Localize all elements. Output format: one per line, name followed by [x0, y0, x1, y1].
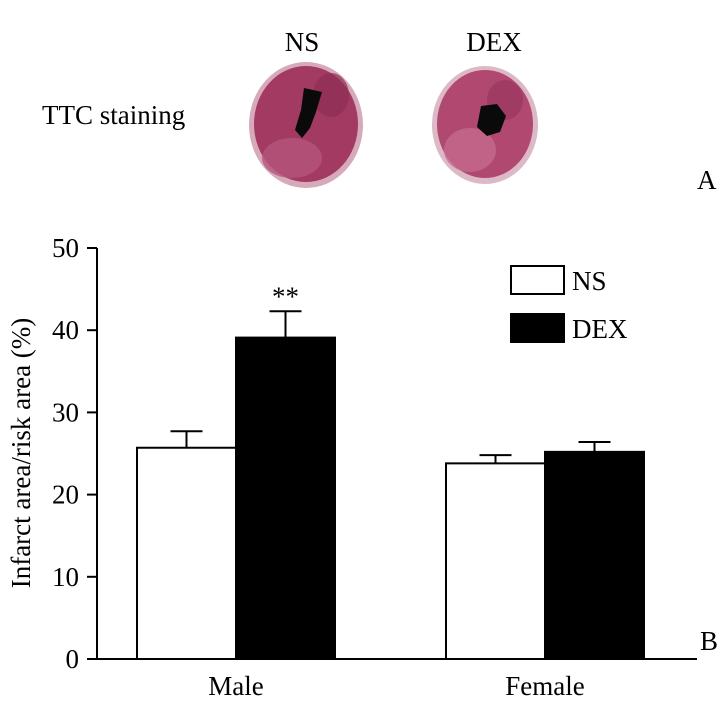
bar-dex-female [544, 450, 645, 660]
bars: ** [136, 281, 645, 661]
dex-column-label: DEX [466, 27, 522, 57]
ns-column-label: NS [285, 27, 320, 57]
panel-b-chart: 0 10 20 30 40 50 ** Male Female Infarct area/r… [6, 233, 718, 701]
y-ticks: 0 10 20 30 40 50 [52, 233, 97, 674]
legend-swatch-ns [510, 265, 565, 295]
x-tick-label-male: Male [208, 671, 263, 701]
y-tick-label: 50 [52, 233, 79, 263]
panel-a: NS DEX TTC staining A [42, 27, 717, 195]
significance-marker: ** [272, 281, 299, 311]
legend-swatch-dex [510, 313, 565, 343]
ttc-staining-label: TTC staining [42, 100, 185, 130]
legend-label-ns: NS [572, 266, 607, 296]
y-tick-label: 30 [52, 397, 79, 427]
y-tick-label: 10 [52, 562, 79, 592]
bar-dex-male [235, 336, 336, 660]
ns-heart-slice-image [249, 62, 363, 188]
legend-label-dex: DEX [572, 314, 628, 344]
dex-heart-slice-image [432, 66, 538, 184]
bar-ns-male [136, 446, 237, 660]
x-tick-labels: Male Female [208, 671, 584, 701]
bar-ns-female [445, 462, 546, 661]
y-tick-label: 40 [52, 315, 79, 345]
y-tick-label: 0 [66, 644, 80, 674]
panel-b-label: B [700, 626, 718, 656]
y-tick-label: 20 [52, 480, 79, 510]
y-axis-label: Infarct area/risk area (%) [6, 318, 36, 589]
legend: NS DEX [510, 265, 628, 344]
x-tick-label-female: Female [505, 671, 584, 701]
panel-a-label: A [697, 165, 717, 195]
